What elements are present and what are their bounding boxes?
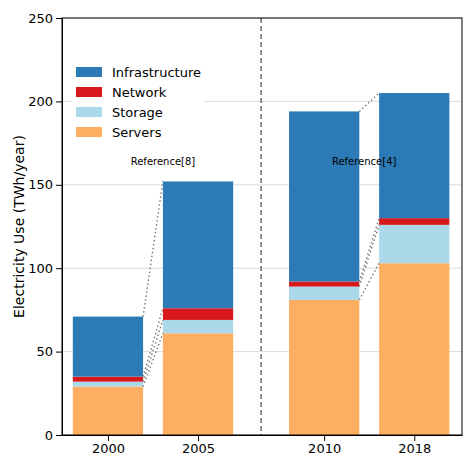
x-tick: 2005	[182, 435, 215, 456]
x-tick-mark	[414, 435, 415, 441]
x-tick-label: 2000	[92, 441, 125, 456]
y-tick-mark	[56, 185, 62, 186]
bar	[379, 225, 449, 263]
x-tick-label: 2018	[398, 441, 431, 456]
bar	[73, 317, 143, 377]
bar	[289, 282, 359, 287]
legend-swatch	[76, 87, 102, 97]
bar	[379, 218, 449, 225]
x-tick-label: 2010	[308, 441, 341, 456]
legend: Infrastructure Network Storage Servers	[72, 62, 204, 148]
divider	[261, 18, 262, 435]
connector	[359, 225, 379, 287]
legend-label: Network	[112, 85, 167, 100]
y-axis: 0 50 100 150 200 250	[28, 11, 62, 443]
bar	[289, 111, 359, 281]
connector	[359, 218, 379, 281]
x-tick-label: 2005	[182, 441, 215, 456]
y-tick-mark	[56, 268, 62, 269]
y-tick-label: 250	[28, 11, 53, 26]
connector	[359, 263, 379, 300]
bar	[163, 181, 233, 308]
y-tick-label: 200	[28, 94, 53, 109]
plot-area	[73, 18, 450, 435]
bar	[163, 333, 233, 435]
y-tick-label: 100	[28, 261, 53, 276]
bar	[289, 287, 359, 300]
legend-label: Storage	[112, 105, 163, 120]
x-tick: 2000	[92, 435, 125, 456]
chart: 0 50 100 150 200 250 2000 2005 2010 2018 Electrici…	[0, 0, 474, 474]
series	[73, 225, 450, 387]
series	[73, 218, 450, 381]
y-tick-mark	[56, 18, 62, 19]
connector	[359, 93, 379, 111]
y-tick: 0	[45, 428, 62, 443]
connector	[143, 320, 163, 382]
x-axis: 2000 2005 2010 2018	[63, 435, 463, 456]
bar	[379, 263, 449, 435]
series	[73, 263, 450, 435]
legend-swatch	[76, 107, 102, 117]
legend-background	[72, 62, 204, 148]
series	[73, 93, 450, 377]
x-tick: 2018	[398, 435, 431, 456]
x-tick-mark	[198, 435, 199, 441]
y-tick: 200	[28, 94, 62, 109]
y-axis-title: Electricity Use (TWh/year)	[11, 135, 27, 318]
y-tick-mark	[56, 435, 62, 436]
y-tick-mark	[56, 352, 62, 353]
bar	[73, 387, 143, 435]
connector	[143, 308, 163, 376]
annotation: Reference[8]	[131, 156, 196, 167]
y-tick: 250	[28, 11, 62, 26]
legend-label: Servers	[112, 125, 162, 140]
bar	[289, 300, 359, 435]
y-tick: 50	[36, 344, 62, 359]
x-tick-mark	[324, 435, 325, 441]
y-tick-label: 0	[45, 428, 53, 443]
y-tick-label: 50	[36, 344, 53, 359]
frame	[62, 18, 462, 435]
legend-label: Infrastructure	[112, 65, 201, 80]
y-tick: 150	[28, 177, 62, 192]
y-tick-label: 150	[28, 177, 53, 192]
y-tick-mark	[56, 101, 62, 102]
legend-swatch	[76, 127, 102, 137]
bar	[73, 382, 143, 387]
x-tick-mark	[108, 435, 109, 441]
bar	[163, 320, 233, 333]
connector	[143, 181, 163, 316]
y-tick: 100	[28, 261, 62, 276]
legend-swatch	[76, 67, 102, 77]
bar	[163, 308, 233, 320]
annotation: Reference[4]	[332, 156, 397, 167]
x-tick: 2010	[308, 435, 341, 456]
bar	[73, 377, 143, 382]
grid	[62, 18, 462, 435]
